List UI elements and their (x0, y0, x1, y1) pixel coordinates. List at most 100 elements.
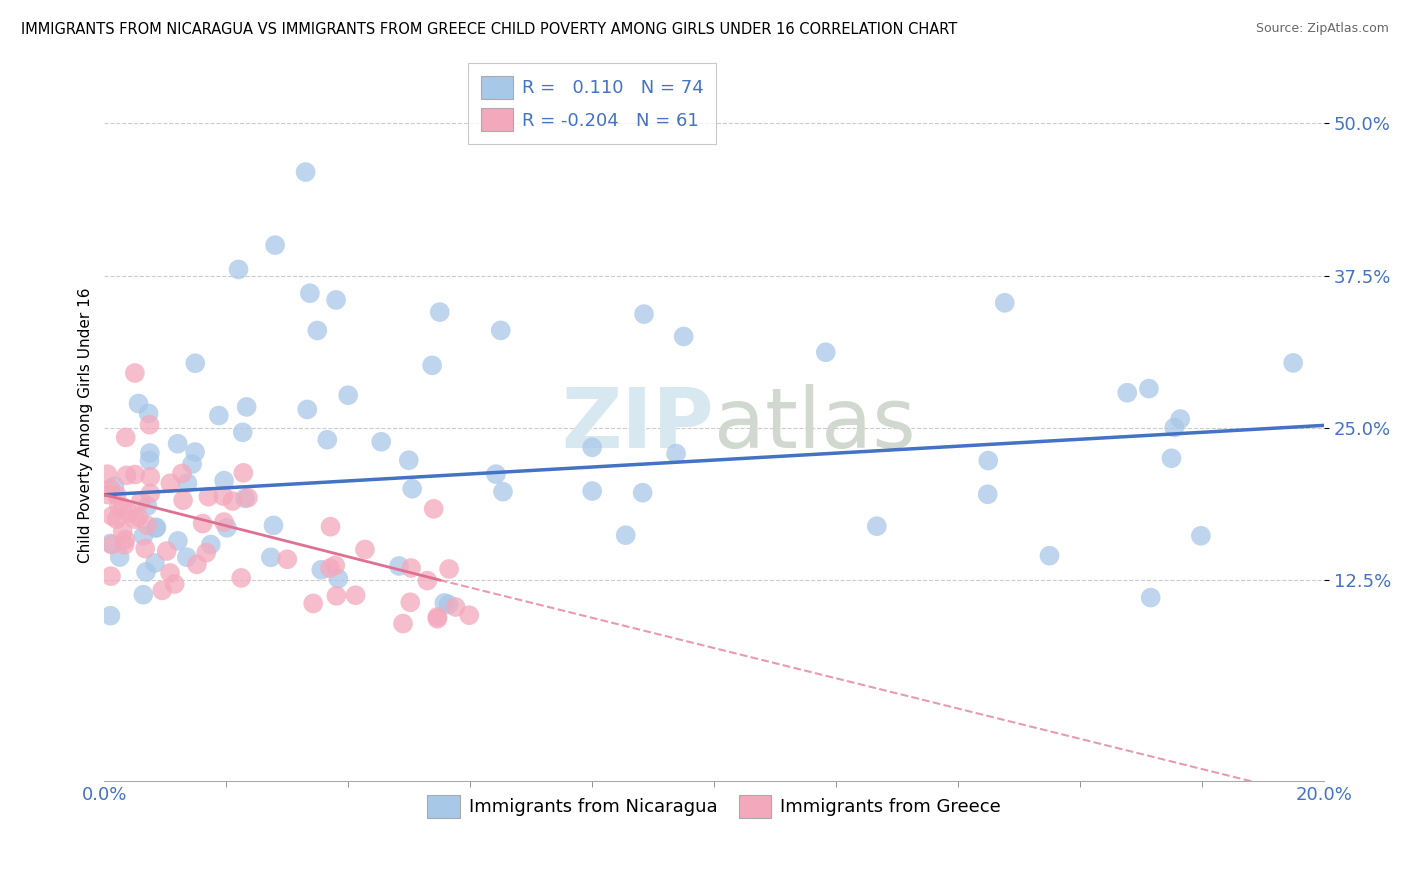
Point (115, 468, 138, 483)
Point (309, 563, 332, 577)
Point (344, 588, 367, 602)
Point (307, 323, 329, 337)
Point (458, 608, 481, 623)
Point (316, 433, 339, 447)
Point (191, 516, 214, 531)
Point (1139, 591, 1161, 605)
Point (124, 512, 146, 526)
Point (866, 519, 889, 533)
Point (138, 406, 160, 420)
Point (212, 515, 235, 529)
Point (101, 509, 124, 524)
Point (105, 512, 128, 526)
Point (184, 356, 207, 370)
Point (444, 599, 467, 614)
Point (1160, 451, 1182, 466)
Point (150, 583, 173, 598)
Point (297, 402, 319, 417)
Point (994, 295, 1017, 310)
Point (233, 491, 256, 506)
Point (1137, 382, 1160, 396)
Point (325, 293, 347, 307)
Point (401, 482, 423, 496)
Point (1116, 385, 1139, 400)
Point (581, 483, 603, 498)
Point (181, 457, 204, 471)
Point (172, 493, 194, 508)
Point (665, 446, 688, 460)
Point (977, 453, 1000, 467)
Text: Source: ZipAtlas.com: Source: ZipAtlas.com (1256, 22, 1389, 36)
Point (276, 552, 298, 566)
Point (167, 533, 190, 548)
Point (264, 238, 287, 252)
Point (132, 588, 155, 602)
Point (200, 537, 222, 551)
Point (232, 425, 254, 440)
Point (114, 538, 136, 552)
Point (328, 572, 350, 586)
Y-axis label: Child Poverty Among Girls Under 16: Child Poverty Among Girls Under 16 (79, 287, 93, 563)
Point (392, 616, 415, 631)
Point (108, 499, 131, 513)
Point (124, 366, 146, 380)
Point (977, 487, 1000, 501)
Point (319, 561, 342, 575)
Point (1189, 529, 1212, 543)
Point (426, 612, 449, 626)
Point (228, 262, 250, 277)
Point (111, 500, 134, 514)
Point (235, 400, 257, 414)
Point (215, 521, 238, 535)
Point (370, 434, 392, 449)
Point (399, 561, 422, 575)
Point (100, 569, 122, 583)
Point (156, 544, 179, 558)
Legend: Immigrants from Nicaragua, Immigrants from Greece: Immigrants from Nicaragua, Immigrants fr… (420, 788, 1008, 825)
Point (100, 482, 122, 496)
Point (437, 598, 460, 612)
Point (581, 440, 603, 454)
Point (108, 549, 131, 564)
Point (260, 550, 283, 565)
Point (337, 388, 360, 402)
Point (132, 529, 155, 543)
Point (114, 430, 136, 444)
Point (426, 610, 449, 624)
Point (319, 519, 342, 533)
Point (195, 546, 218, 560)
Point (136, 518, 159, 533)
Point (97, 487, 120, 501)
Point (298, 286, 321, 301)
Point (354, 542, 377, 557)
Point (1168, 412, 1191, 426)
Point (143, 556, 166, 570)
Point (114, 533, 136, 547)
Point (433, 596, 456, 610)
Point (166, 436, 188, 450)
Point (136, 499, 159, 513)
Point (323, 558, 346, 573)
Point (170, 467, 193, 481)
Point (197, 490, 219, 504)
Point (184, 445, 207, 459)
Point (138, 417, 160, 432)
Point (134, 541, 156, 556)
Point (631, 485, 654, 500)
Point (139, 470, 162, 484)
Point (124, 467, 146, 482)
Point (111, 524, 134, 539)
Point (325, 589, 347, 603)
Point (127, 510, 149, 524)
Point (163, 577, 186, 591)
Point (100, 536, 122, 550)
Point (416, 574, 439, 588)
Point (118, 506, 141, 520)
Point (1163, 420, 1185, 434)
Point (294, 165, 316, 179)
Point (420, 359, 443, 373)
Point (633, 307, 655, 321)
Point (489, 323, 512, 337)
Point (138, 453, 160, 467)
Point (159, 566, 181, 580)
